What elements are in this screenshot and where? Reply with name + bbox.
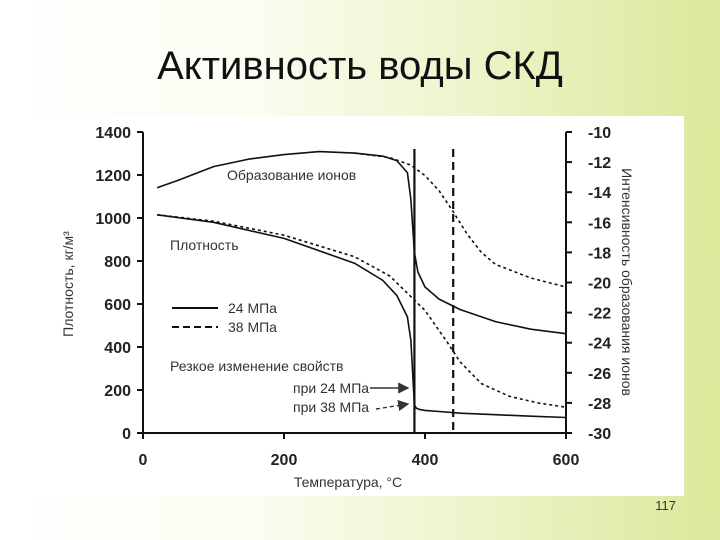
y-right-tick-label: -18	[588, 245, 611, 262]
y-right-tick-label: -24	[588, 336, 611, 353]
y-left-axis-label: Плотность, кг/м³	[60, 231, 76, 337]
y-right-tick-label: -12	[588, 155, 611, 172]
abrupt-change-label: Резкое изменение свойств	[170, 358, 344, 374]
y-right-tick-label: -14	[588, 185, 611, 202]
y-right-tick-label: -16	[588, 215, 611, 232]
x-tick-label: 0	[139, 452, 148, 469]
y-right-axis-label: Интенсивность образования ионов	[619, 168, 635, 396]
y-right-tick-label: -30	[588, 426, 611, 443]
y-left-tick-label: 1200	[95, 168, 131, 185]
page-number: 117	[655, 498, 676, 513]
y-left-tick-label: 1400	[95, 125, 131, 142]
x-tick-label: 400	[412, 452, 439, 469]
chart-panel: 0 200 400 600 800 1000 1200 1400 -30 -28 -26 -24 -22…	[30, 116, 684, 496]
x-tick-label: 200	[271, 452, 298, 469]
density-label: Плотность	[170, 237, 239, 253]
arrow-38	[375, 399, 410, 412]
ion-formation-series-38	[354, 152, 567, 288]
y-left-tick-label: 200	[104, 383, 131, 400]
ion-formation-series-24	[156, 150, 567, 335]
density-ion-chart: 0 200 400 600 800 1000 1200 1400 -30 -28 -26 -24 -22…	[60, 125, 635, 490]
x-axis-label: Температура, °C	[294, 474, 402, 490]
y-right-tick-label: -10	[588, 125, 611, 142]
y-left-tick-label: 800	[104, 254, 131, 271]
legend-24-label: 24 МПа	[228, 300, 277, 316]
y-left-tick-label: 0	[122, 426, 131, 443]
y-left-tick-label: 1000	[95, 211, 131, 228]
slide-title: Активность воды СКД	[157, 44, 563, 88]
ion-formation-label: Образование ионов	[227, 167, 356, 183]
density-series-38	[157, 214, 567, 408]
legend-38-label: 38 МПа	[228, 319, 277, 335]
y-left-tick-label: 400	[104, 340, 131, 357]
y-right-tick-label: -20	[588, 276, 611, 293]
at-24-label: при 24 МПа	[293, 380, 369, 396]
x-tick-label: 600	[553, 452, 580, 469]
at-38-label: при 38 МПа	[293, 399, 369, 415]
y-right-tick-label: -26	[588, 366, 611, 383]
density-series-24	[156, 214, 567, 419]
y-right-tick-label: -22	[588, 306, 611, 323]
y-right-tick-label: -28	[588, 396, 611, 413]
y-left-tick-label: 600	[104, 297, 131, 314]
